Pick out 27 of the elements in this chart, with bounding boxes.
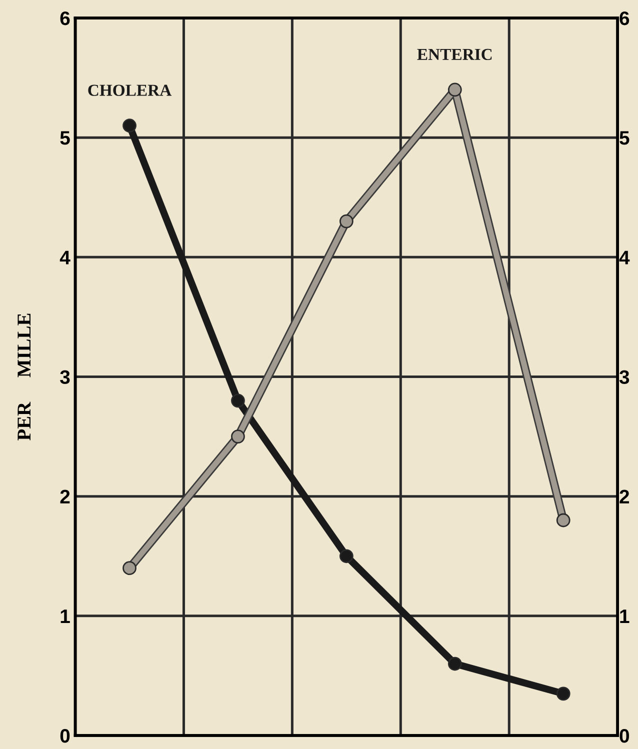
- y-tick-label: 6: [60, 11, 70, 26]
- point: [339, 214, 354, 228]
- y2-tick-label: 0: [620, 728, 629, 743]
- point: [231, 394, 245, 408]
- series-label: CHOLERA: [88, 84, 172, 96]
- point: [556, 686, 570, 701]
- y-tick-label: 4: [60, 250, 70, 264]
- y-tick-label: 3: [60, 370, 70, 384]
- y2-tick-label: 4: [619, 250, 630, 264]
- y2-tick-label: 5: [620, 131, 630, 145]
- point: [339, 549, 354, 564]
- y2-tick-label: 1: [620, 610, 630, 623]
- y-axis-title: PER MILLE: [18, 314, 30, 440]
- point: [448, 82, 462, 97]
- y-tick-label: 0: [60, 728, 70, 743]
- point: [122, 118, 136, 133]
- y2-tick-label: 3: [619, 370, 630, 384]
- y-tick-label: 2: [60, 490, 70, 504]
- point: [448, 656, 462, 671]
- y-tick-label: 1: [60, 610, 70, 623]
- y2-tick-label: 2: [620, 490, 630, 504]
- y-tick-label: 5: [60, 131, 70, 145]
- point: [122, 561, 136, 576]
- point: [231, 430, 245, 444]
- point: [556, 513, 570, 528]
- y2-tick-label: 6: [620, 11, 630, 26]
- series-label: ENTERIC: [417, 48, 492, 60]
